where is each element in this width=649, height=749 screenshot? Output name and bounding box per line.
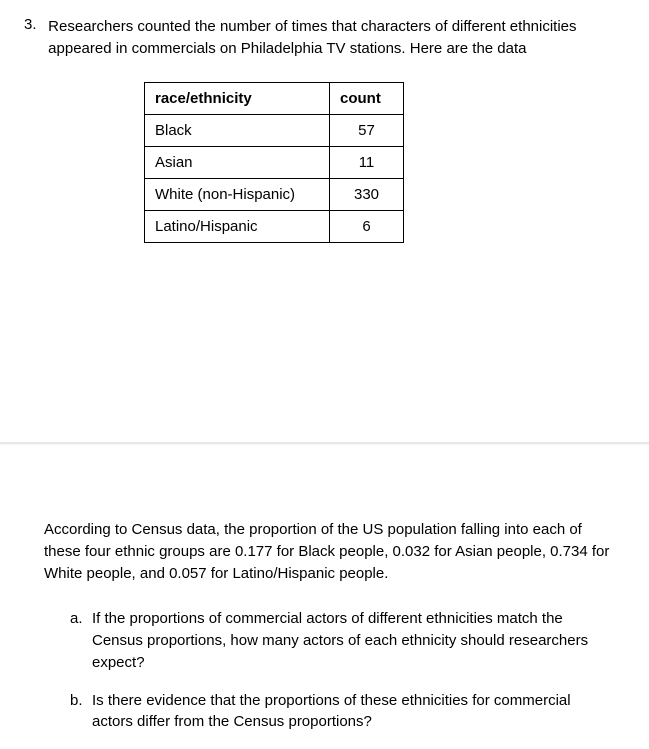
cell-count: 330 [330, 178, 404, 210]
sub-letter: b. [70, 690, 92, 734]
cell-category: Black [145, 114, 330, 146]
question-text: Researchers counted the number of times … [48, 16, 607, 60]
table-row: Black 57 [145, 114, 404, 146]
table-header-row: race/ethnicity count [145, 82, 404, 114]
sub-text: Is there evidence that the proportions o… [92, 690, 613, 734]
sub-question-b: b. Is there evidence that the proportion… [44, 690, 613, 734]
page-divider [0, 442, 649, 444]
cell-count: 11 [330, 146, 404, 178]
cell-category: Latino/Hispanic [145, 210, 330, 242]
cell-count: 57 [330, 114, 404, 146]
sub-letter: a. [70, 608, 92, 673]
sub-text: If the proportions of commercial actors … [92, 608, 613, 673]
header-category: race/ethnicity [145, 82, 330, 114]
ethnicity-table: race/ethnicity count Black 57 Asian 11 W… [144, 82, 404, 243]
cell-category: White (non-Hispanic) [145, 178, 330, 210]
question-block: 3. Researchers counted the number of tim… [0, 0, 649, 259]
question-number: 3. [24, 16, 44, 33]
subtext-block: According to Census data, the proportion… [0, 519, 649, 749]
table-row: Asian 11 [145, 146, 404, 178]
table-row: White (non-Hispanic) 330 [145, 178, 404, 210]
header-count: count [330, 82, 404, 114]
census-paragraph: According to Census data, the proportion… [44, 519, 613, 584]
sub-question-a: a. If the proportions of commercial acto… [44, 608, 613, 673]
table-row: Latino/Hispanic 6 [145, 210, 404, 242]
cell-category: Asian [145, 146, 330, 178]
cell-count: 6 [330, 210, 404, 242]
